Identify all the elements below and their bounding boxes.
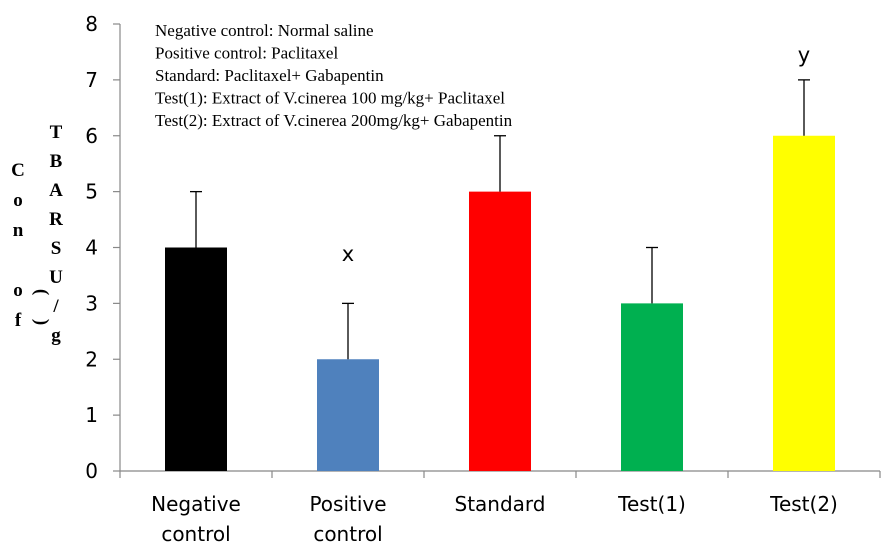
legend-entry: Positive control: Paclitaxel (155, 44, 338, 63)
legend-entry: Test(1): Extract of V.cinerea 100 mg/kg+… (155, 89, 505, 108)
x-tick-label: Test(1) (617, 492, 686, 516)
significance-label: y (798, 43, 810, 67)
bar (621, 303, 683, 471)
error-bars (190, 79, 810, 360)
legend-entry: Test(2): Extract of V.cinerea 200mg/kg+ … (155, 111, 513, 130)
y-tick-label: 6 (85, 124, 98, 148)
y-axis-label-char: S (51, 238, 62, 259)
y-tick-label: 0 (85, 459, 98, 483)
bar (165, 247, 227, 471)
y-tick-label: 3 (85, 291, 98, 315)
x-tick-label: Positive (309, 492, 386, 516)
y-axis-label-char: U (49, 267, 63, 288)
x-tick-label: Negative (151, 492, 241, 516)
x-tick-label: Test(2) (769, 492, 838, 516)
y-tick-label: 5 (85, 180, 98, 204)
bar (469, 191, 531, 471)
y-axis-label-char: n (13, 220, 24, 241)
y-tick-label: 7 (85, 68, 98, 92)
y-tick-label: 2 (85, 347, 98, 371)
y-axis-label-char: A (49, 180, 63, 201)
y-axis-label-char: o (13, 190, 23, 211)
labels: Negative control Positive control x Standard T… (151, 43, 838, 546)
legend-entry: Standard: Paclitaxel+ Gabapentin (155, 66, 384, 85)
bar (773, 135, 835, 471)
y-axis-label-char: g (51, 325, 61, 346)
y-axis-label-char: B (50, 151, 63, 172)
x-tick-label: control (161, 522, 230, 546)
axes: 0 1 2 3 4 5 6 7 8 (85, 12, 881, 483)
y-axis-label-char: f (15, 310, 22, 331)
legend-entry: Negative control: Normal saline (155, 21, 374, 40)
y-axis-label-char: / (52, 296, 59, 317)
y-axis-label-char: R (49, 209, 63, 230)
y-axis-label-char: o (13, 280, 23, 301)
y-axis-label-char: ( (31, 289, 52, 295)
x-tick-label: control (313, 522, 382, 546)
bars (165, 135, 835, 471)
y-tick-label: 4 (85, 236, 98, 260)
legend: Negative control: Normal saline Positive … (155, 21, 513, 130)
x-tick-label: Standard (455, 492, 546, 516)
y-axis-label-char: ) (31, 319, 52, 325)
significance-label: x (342, 242, 354, 266)
y-axis-label-char: C (11, 160, 25, 181)
y-tick-label: 1 (85, 403, 98, 427)
bar (317, 359, 379, 471)
y-tick-label: 8 (85, 12, 98, 36)
y-axis-label-char: T (50, 122, 63, 143)
